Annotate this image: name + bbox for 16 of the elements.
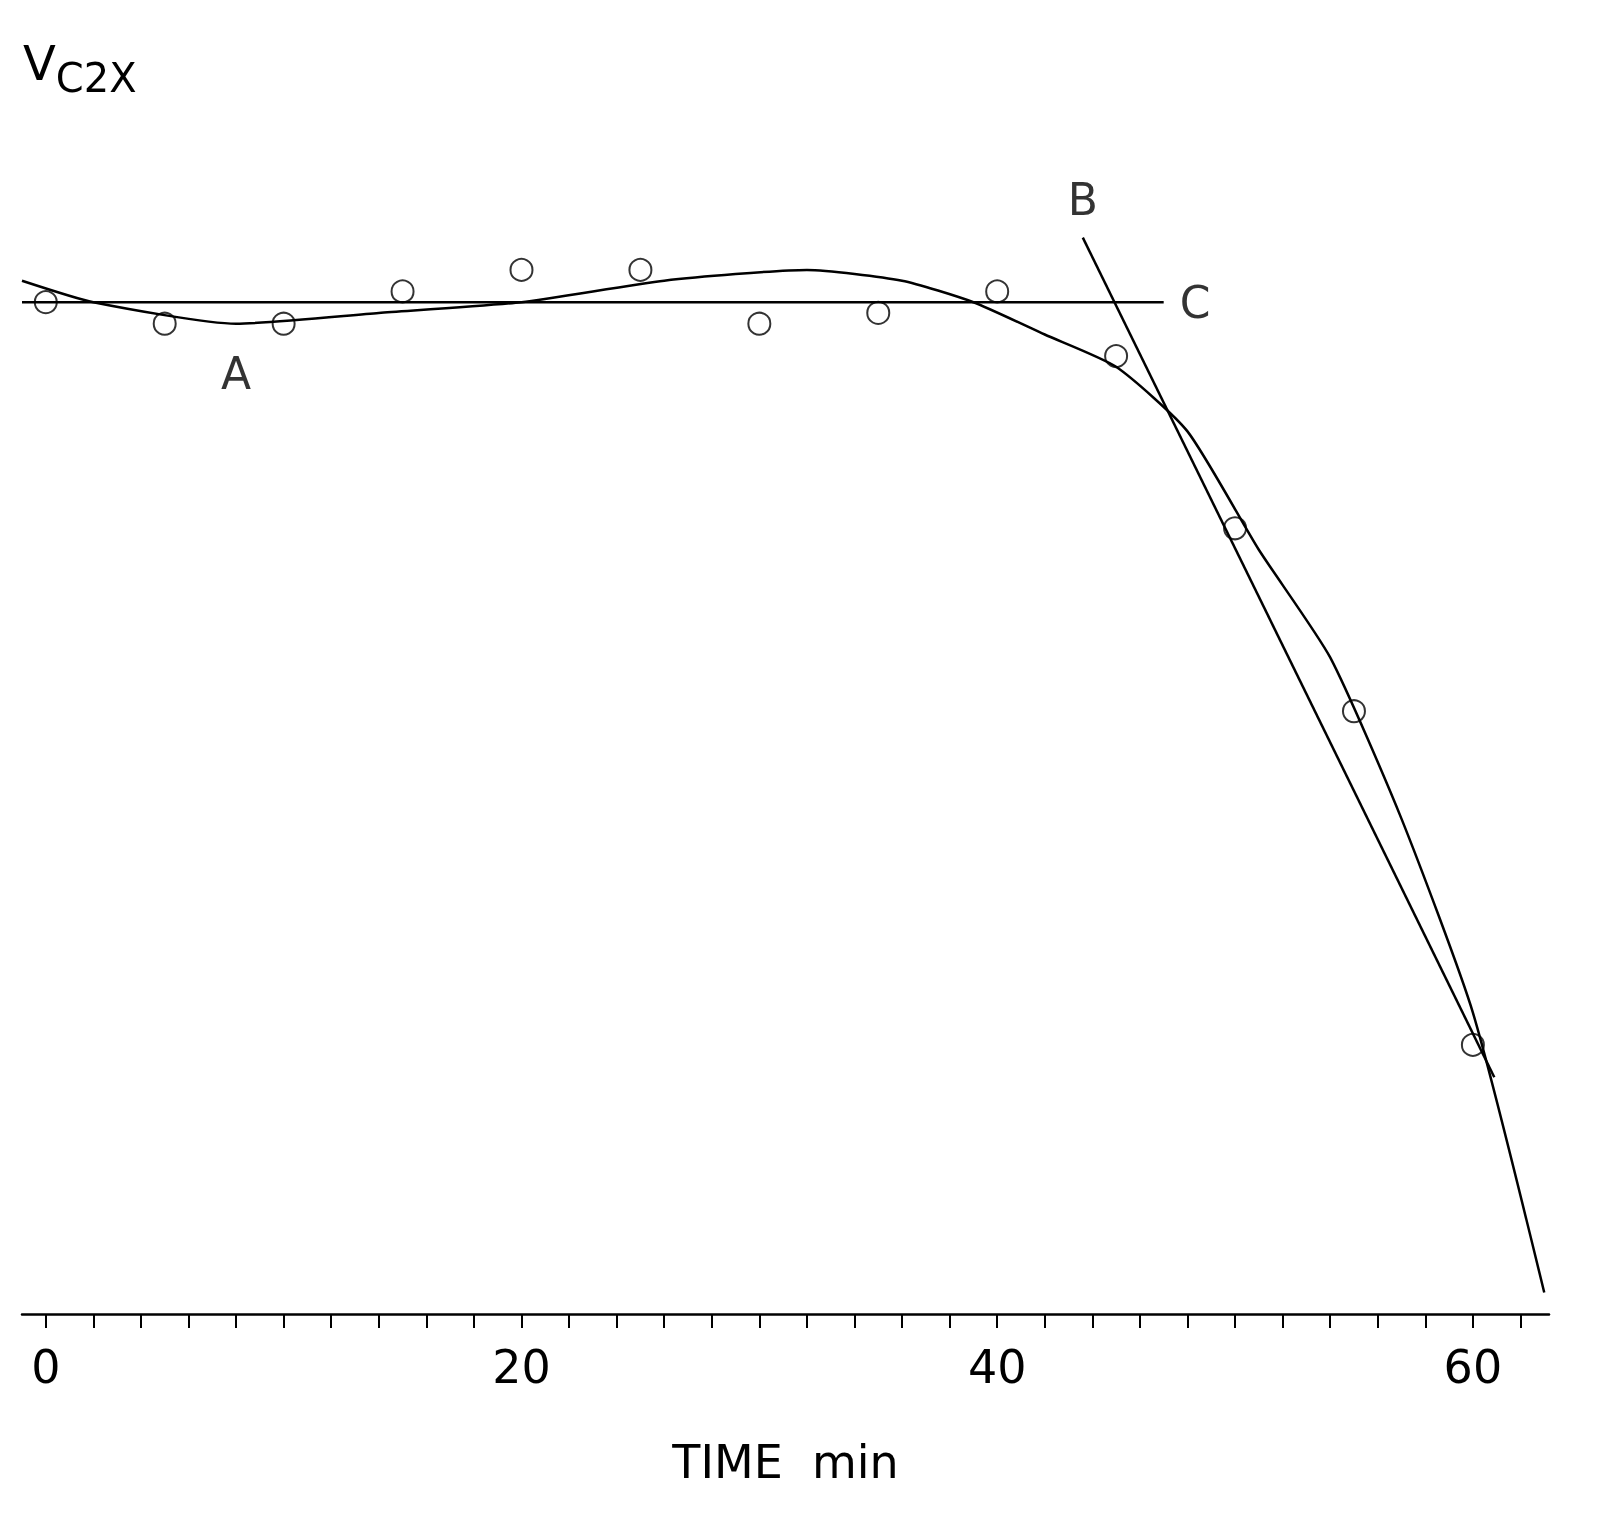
annotation: B (1067, 174, 1098, 226)
annotation: C (1179, 276, 1211, 328)
point (509, 257, 534, 282)
x-tick-label: 60 (1443, 1340, 1503, 1394)
point (390, 279, 415, 304)
x-tick-label: 20 (492, 1340, 551, 1394)
point (152, 311, 177, 336)
x-tick-label: 0 (31, 1340, 61, 1394)
point (985, 279, 1010, 304)
point (1104, 344, 1129, 369)
annotation: A (221, 348, 252, 400)
x-tick-label: 40 (967, 1340, 1027, 1394)
point (628, 257, 653, 282)
x-axis-title: TIME min (671, 1435, 899, 1489)
point (747, 311, 772, 336)
point (866, 300, 891, 325)
